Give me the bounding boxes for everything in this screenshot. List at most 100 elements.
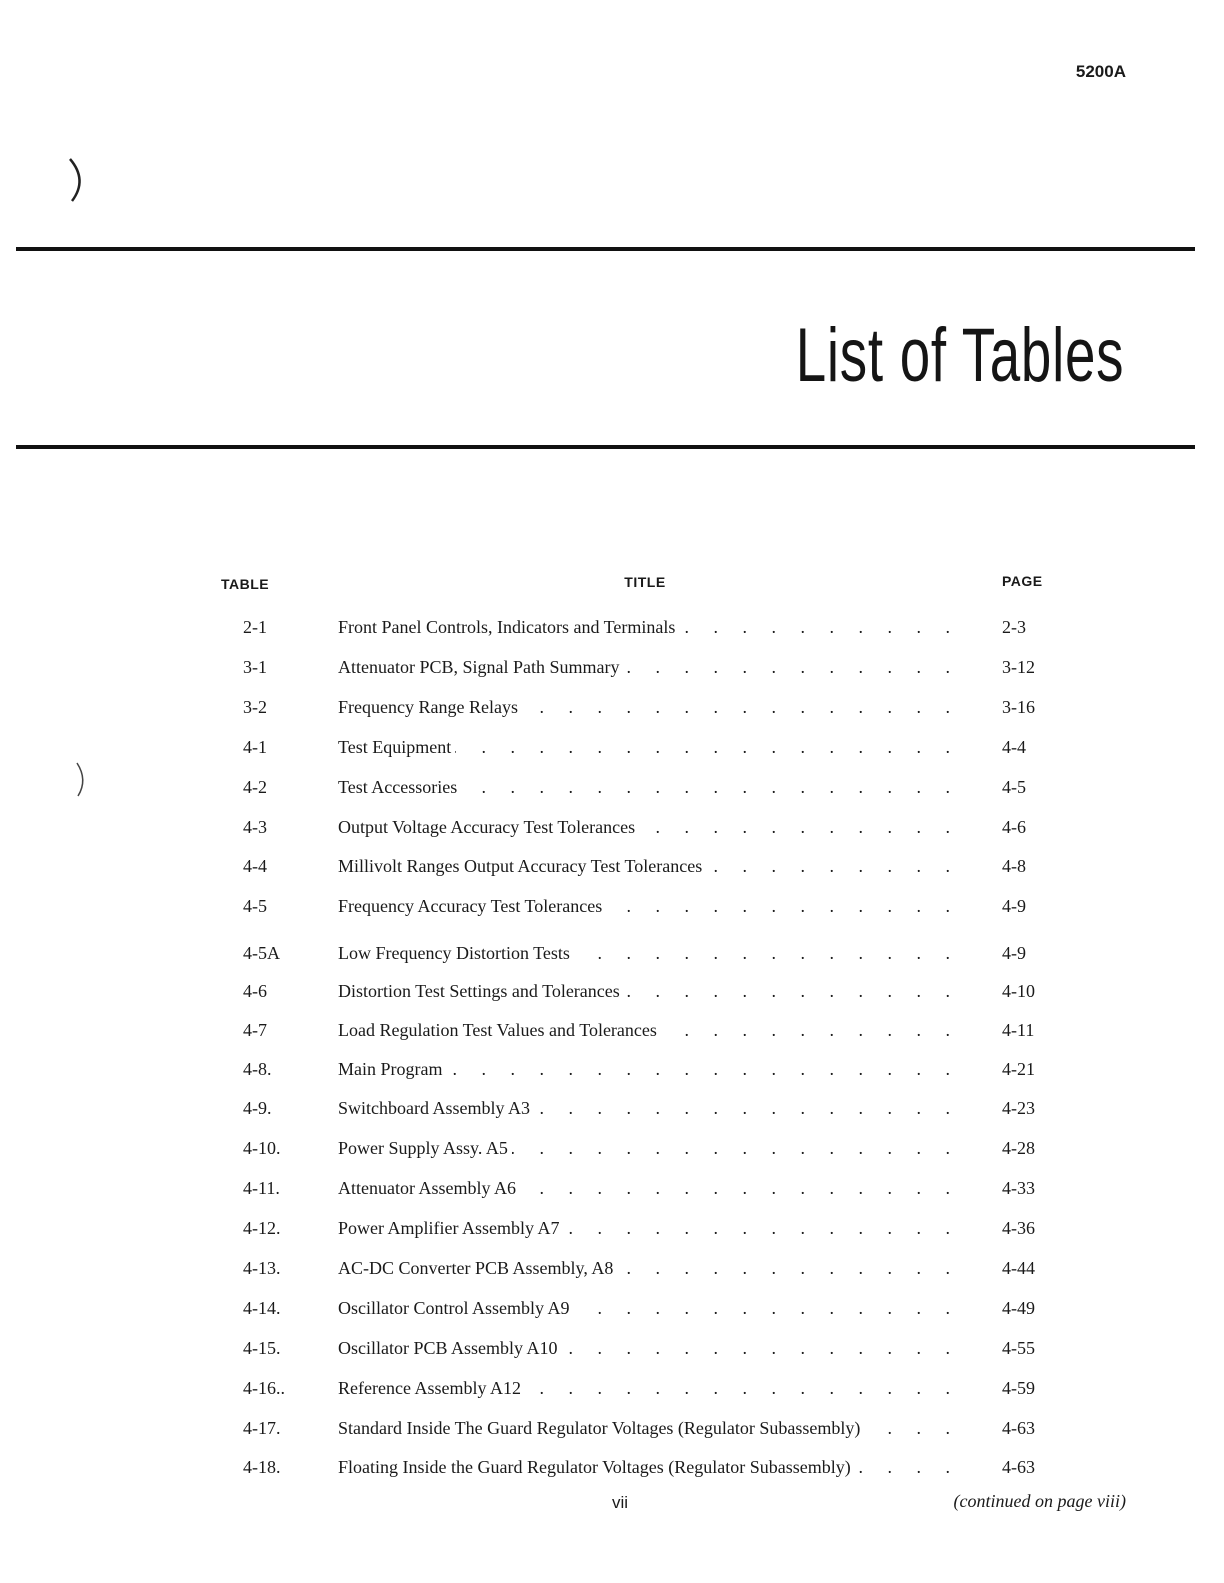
table-title: Switchboard Assembly A3: [338, 1098, 530, 1118]
table-number: 4-7: [243, 1020, 267, 1040]
list-item: 4-8. Main Program 4-21: [243, 1059, 1063, 1085]
list-item: 4-9. Switchboard Assembly A3 4-23: [243, 1098, 1063, 1124]
dot-leader: [624, 981, 960, 1002]
list-item: 4-5A Low Frequency Distortion Tests 4-9: [243, 943, 1063, 969]
table-number: 4-13.: [243, 1258, 281, 1278]
table-title: Standard Inside The Guard Regulator Volt…: [338, 1418, 861, 1438]
page-reference: 4-33: [1002, 1178, 1035, 1198]
table-title: AC-DC Converter PCB Assembly, A8: [338, 1258, 614, 1278]
dot-leader: [455, 737, 960, 758]
list-item: 4-2 Test Accessories 4-5: [243, 777, 1063, 803]
page-reference: 4-23: [1002, 1098, 1035, 1118]
table-title: Attenuator Assembly A6: [338, 1178, 516, 1198]
page-reference: 4-21: [1002, 1059, 1035, 1079]
list-item: 4-14. Oscillator Control Assembly A9 4-49: [243, 1298, 1063, 1324]
dot-leader: [706, 856, 960, 877]
table-title: Low Frequency Distortion Tests: [338, 943, 570, 963]
list-item: 4-18. Floating Inside the Guard Regulator…: [243, 1457, 1063, 1483]
page-reference: 4-28: [1002, 1138, 1035, 1158]
table-title: Power Amplifier Assembly A7: [338, 1218, 560, 1238]
page-reference: 4-36: [1002, 1218, 1035, 1238]
table-number: 4-10.: [243, 1138, 281, 1158]
table-number: 4-8.: [243, 1059, 272, 1079]
list-item: 4-15. Oscillator PCB Assembly A10 4-55: [243, 1338, 1063, 1364]
list-item: 4-5 Frequency Accuracy Test Tolerances 4-9: [243, 896, 1063, 922]
table-title: Main Program: [338, 1059, 443, 1079]
dot-leader: [574, 1298, 961, 1319]
list-item: 4-1 Test Equipment 4-4: [243, 737, 1063, 763]
table-number: 4-16..: [243, 1378, 285, 1398]
model-number: 5200A: [1075, 62, 1126, 81]
list-item: 4-6 Distortion Test Settings and Toleranc…: [243, 981, 1063, 1007]
dot-leader: [525, 1378, 960, 1399]
table-number: 3-1: [243, 657, 267, 677]
dot-leader: [520, 1178, 960, 1199]
continued-note: (continued on page viii): [953, 1491, 1126, 1511]
page-reference: 4-6: [1002, 817, 1026, 837]
table-number: 3-2: [243, 697, 267, 717]
table-title: Output Voltage Accuracy Test Tolerances: [338, 817, 636, 837]
list-item: 4-13. AC-DC Converter PCB Assembly, A8 4-4…: [243, 1258, 1063, 1284]
dot-leader: [617, 1258, 960, 1279]
table-title: Millivolt Ranges Output Accuracy Test To…: [338, 856, 703, 876]
dot-leader: [534, 1098, 960, 1119]
page-reference: 4-63: [1002, 1418, 1035, 1438]
page-reference: 3-16: [1002, 697, 1035, 717]
page-reference: 4-9: [1002, 943, 1026, 963]
column-header-title: TITLE: [624, 574, 666, 590]
table-number: 4-11.: [243, 1178, 280, 1198]
list-item: 4-4 Millivolt Ranges Output Accuracy Test…: [243, 856, 1063, 882]
list-item: 3-2 Frequency Range Relays 3-16: [243, 697, 1063, 723]
page-reference: 4-55: [1002, 1338, 1035, 1358]
dot-leader: [574, 943, 960, 964]
table-number: 2-1: [243, 617, 267, 637]
header-rule-top: [16, 247, 1195, 251]
table-title: Oscillator Control Assembly A9: [338, 1298, 570, 1318]
page-reference: 4-5: [1002, 777, 1026, 797]
table-title: Load Regulation Test Values and Toleranc…: [338, 1020, 657, 1040]
dot-leader: [855, 1457, 960, 1478]
table-number: 4-14.: [243, 1298, 281, 1318]
table-number: 4-5A: [243, 943, 280, 963]
table-number: 4-2: [243, 777, 267, 797]
dot-leader: [679, 617, 960, 638]
table-title: Frequency Accuracy Test Tolerances: [338, 896, 603, 916]
dot-leader: [522, 697, 960, 718]
table-title: Distortion Test Settings and Tolerances: [338, 981, 620, 1001]
column-header-table: TABLE: [221, 576, 270, 592]
column-header-page: PAGE: [1002, 573, 1043, 589]
dot-leader: [661, 1020, 960, 1041]
dot-leader: [512, 1138, 960, 1159]
table-number: 4-4: [243, 856, 267, 876]
page-reference: 2-3: [1002, 617, 1026, 637]
scan-mark-icon: [69, 158, 81, 202]
table-title: Power Supply Assy. A5: [338, 1138, 508, 1158]
table-title: Oscillator PCB Assembly A10: [338, 1338, 558, 1358]
table-title: Floating Inside the Guard Regulator Volt…: [338, 1457, 851, 1477]
list-item: 4-3 Output Voltage Accuracy Test Toleranc…: [243, 817, 1063, 843]
page-reference: 4-44: [1002, 1258, 1035, 1278]
header-rule-bottom: [16, 445, 1195, 449]
list-item: 4-11. Attenuator Assembly A6 4-33: [243, 1178, 1063, 1204]
page-reference: 4-10: [1002, 981, 1035, 1001]
page-reference: 4-63: [1002, 1457, 1035, 1477]
table-title: Test Equipment: [338, 737, 452, 757]
list-item: 4-10. Power Supply Assy. A5 4-28: [243, 1138, 1063, 1164]
table-number: 4-17.: [243, 1418, 281, 1438]
page-reference: 4-4: [1002, 737, 1026, 757]
list-item: 4-7 Load Regulation Test Values and Toler…: [243, 1020, 1063, 1046]
table-number: 4-5: [243, 896, 267, 916]
list-item: 2-1 Front Panel Controls, Indicators and …: [243, 617, 1063, 643]
dot-leader: [639, 817, 960, 838]
dot-leader: [446, 1059, 960, 1080]
dot-leader: [624, 657, 961, 678]
table-number: 4-3: [243, 817, 267, 837]
table-number: 4-15.: [243, 1338, 281, 1358]
list-item: 4-17. Standard Inside The Guard Regulator…: [243, 1418, 1063, 1444]
table-title: Front Panel Controls, Indicators and Ter…: [338, 617, 676, 637]
table-number: 4-6: [243, 981, 267, 1001]
table-number: 4-9.: [243, 1098, 272, 1118]
table-title: Reference Assembly A12: [338, 1378, 521, 1398]
dot-leader: [461, 777, 960, 798]
page-reference: 4-59: [1002, 1378, 1035, 1398]
